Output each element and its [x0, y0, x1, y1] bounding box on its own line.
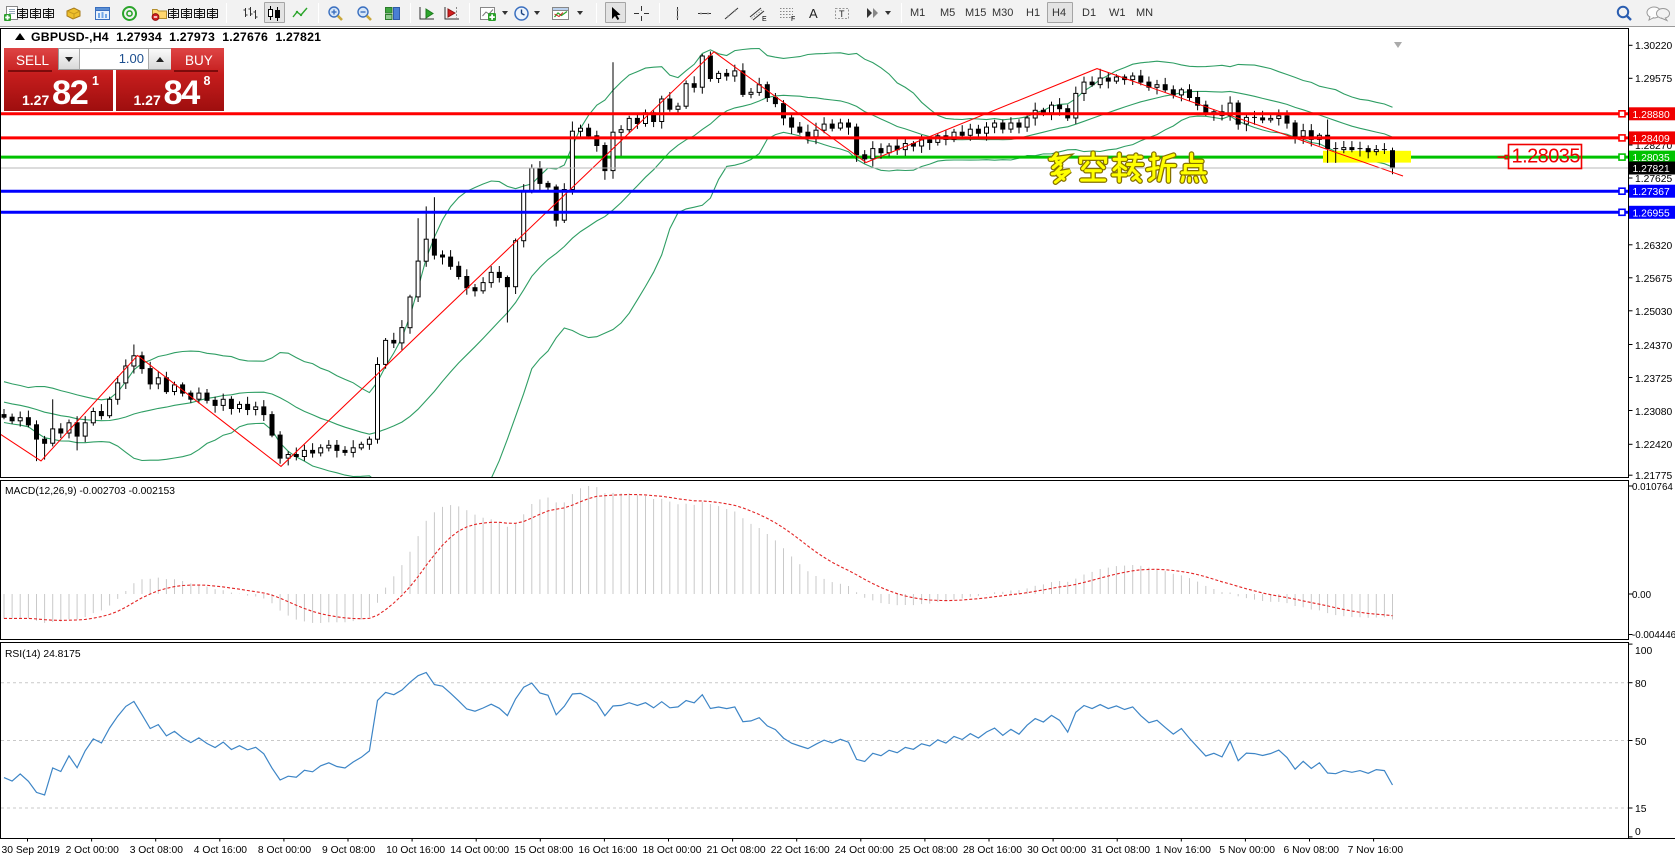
- svg-text:16 Oct 16:00: 16 Oct 16:00: [578, 845, 637, 856]
- svg-text:GBPUSD-,H4 1.27934 1.27973: GBPUSD-,H4 1.27934 1.27973 1.27676 1.278…: [31, 30, 321, 44]
- svg-text:24 Oct 00:00: 24 Oct 00:00: [835, 845, 894, 856]
- svg-text:18 Oct 00:00: 18 Oct 00:00: [643, 845, 702, 856]
- svg-text:A: A: [809, 6, 818, 21]
- svg-text:7 Nov 16:00: 7 Nov 16:00: [1348, 845, 1404, 856]
- svg-text:15 Oct 08:00: 15 Oct 08:00: [514, 845, 573, 856]
- svg-text:15: 15: [1635, 804, 1647, 815]
- svg-text:10 Oct 16:00: 10 Oct 16:00: [386, 845, 445, 856]
- svg-text:1.27367: 1.27367: [1633, 187, 1670, 198]
- svg-text:5 Nov 00:00: 5 Nov 00:00: [1219, 845, 1275, 856]
- svg-text:F: F: [791, 16, 795, 22]
- svg-text:31 Oct 08:00: 31 Oct 08:00: [1091, 845, 1150, 856]
- svg-text:8 Oct 00:00: 8 Oct 00:00: [258, 845, 312, 856]
- svg-text:1.25675: 1.25675: [1635, 274, 1672, 285]
- svg-text:2 Oct 00:00: 2 Oct 00:00: [66, 845, 120, 856]
- svg-text:1.28035: 1.28035: [1512, 146, 1581, 168]
- svg-text:100: 100: [1635, 646, 1652, 657]
- svg-text:1.29575: 1.29575: [1635, 74, 1672, 85]
- svg-text:1.23725: 1.23725: [1635, 374, 1672, 385]
- svg-text:3 Oct 08:00: 3 Oct 08:00: [130, 845, 184, 856]
- svg-text:MACD(12,26,9) -0.002703 -0.002: MACD(12,26,9) -0.002703 -0.002153: [5, 486, 175, 497]
- svg-text:9 Oct 08:00: 9 Oct 08:00: [322, 845, 376, 856]
- svg-text:28 Oct 16:00: 28 Oct 16:00: [963, 845, 1022, 856]
- svg-text:25 Oct 08:00: 25 Oct 08:00: [899, 845, 958, 856]
- svg-text:0: 0: [1635, 827, 1641, 838]
- svg-text:1.23080: 1.23080: [1635, 407, 1672, 418]
- svg-text:1.28035: 1.28035: [1633, 153, 1670, 164]
- svg-text:RSI(14) 24.8175: RSI(14) 24.8175: [5, 649, 81, 660]
- svg-text:1.28270: 1.28270: [1635, 141, 1672, 152]
- svg-text:0.00: 0.00: [1632, 590, 1652, 601]
- svg-text:1.25030: 1.25030: [1635, 307, 1672, 318]
- svg-text:1.30220: 1.30220: [1635, 41, 1672, 52]
- svg-text:-0.004446: -0.004446: [1632, 630, 1675, 641]
- svg-text:1 Nov 16:00: 1 Nov 16:00: [1155, 845, 1211, 856]
- svg-text:6 Nov 08:00: 6 Nov 08:00: [1284, 845, 1340, 856]
- svg-text:50: 50: [1635, 737, 1647, 748]
- svg-text:E: E: [762, 16, 767, 22]
- svg-text:T: T: [839, 9, 845, 19]
- svg-text:1.28409: 1.28409: [1633, 134, 1670, 145]
- svg-text:1.28880: 1.28880: [1633, 110, 1670, 121]
- svg-text:22 Oct 16:00: 22 Oct 16:00: [771, 845, 830, 856]
- svg-text:1.21775: 1.21775: [1635, 471, 1672, 482]
- svg-text:4 Oct 16:00: 4 Oct 16:00: [194, 845, 248, 856]
- svg-text:80: 80: [1635, 679, 1647, 690]
- svg-text:1.26955: 1.26955: [1633, 208, 1670, 219]
- svg-text:1.27821: 1.27821: [1633, 164, 1670, 175]
- svg-text:1.22420: 1.22420: [1635, 440, 1672, 451]
- svg-text:0.010764: 0.010764: [1632, 482, 1673, 493]
- svg-text:1.24370: 1.24370: [1635, 341, 1672, 352]
- svg-text:21 Oct 08:00: 21 Oct 08:00: [707, 845, 766, 856]
- svg-text:1.27625: 1.27625: [1635, 174, 1672, 185]
- svg-text:30 Oct 00:00: 30 Oct 00:00: [1027, 845, 1086, 856]
- svg-text:30 Sep 2019: 30 Sep 2019: [2, 845, 61, 856]
- svg-text:14 Oct 00:00: 14 Oct 00:00: [450, 845, 509, 856]
- svg-text:1.26320: 1.26320: [1635, 241, 1672, 252]
